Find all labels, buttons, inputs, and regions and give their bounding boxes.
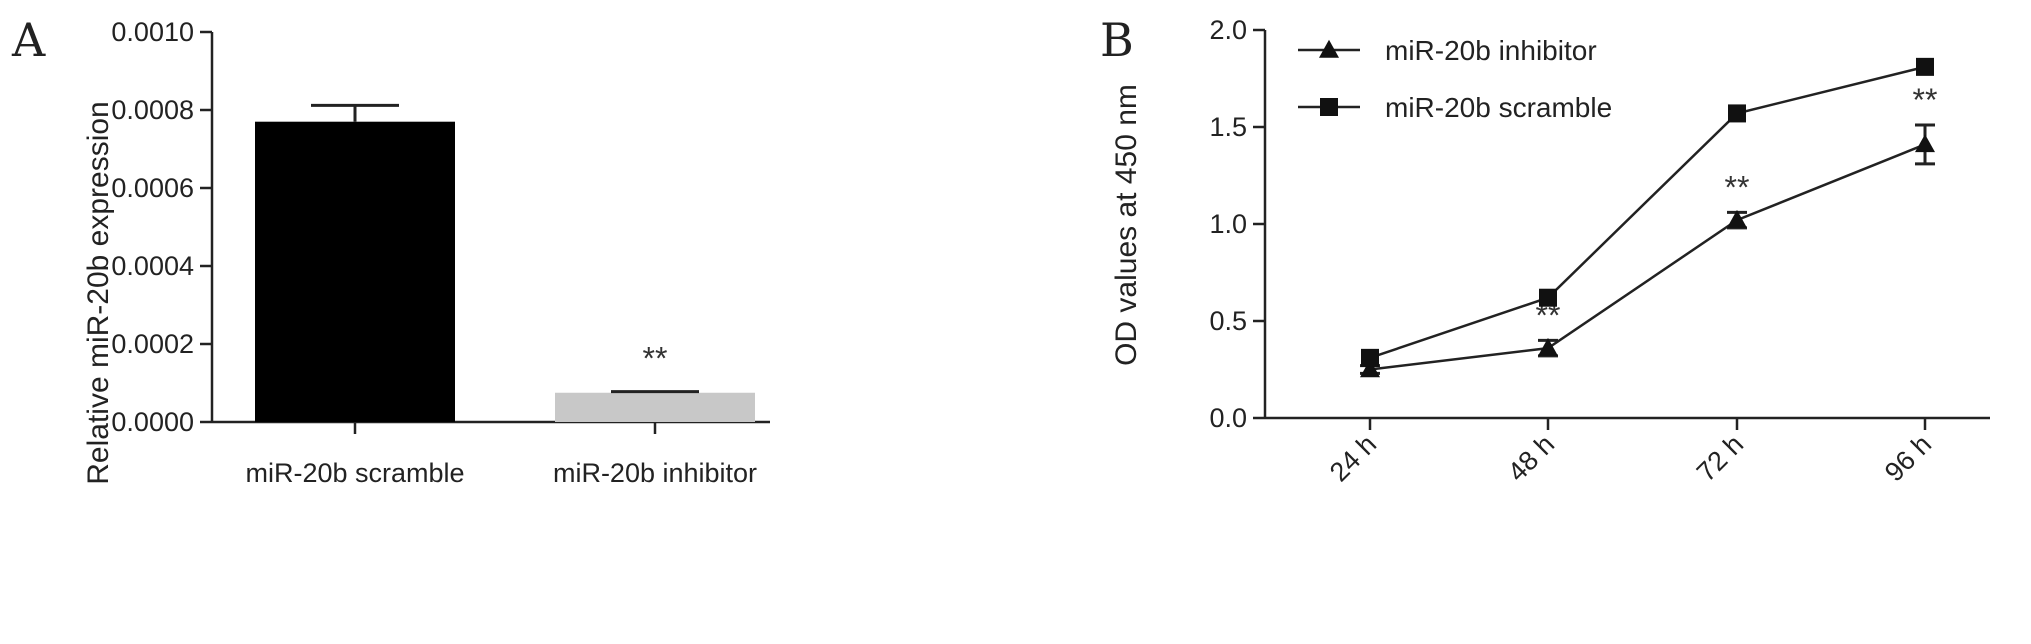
y-tick-label: 0.0008 [111, 95, 194, 125]
legend-item: miR-20b scramble [1298, 92, 1612, 123]
y-tick-label: 0.0000 [111, 407, 194, 437]
series-inhibitor: ****** [1360, 82, 1938, 378]
y-tick-label: 1.0 [1209, 209, 1247, 239]
legend: miR-20b inhibitor miR-20b scramble [1298, 35, 1612, 123]
legend-marker [1319, 39, 1339, 58]
x-tick-label: miR-20b inhibitor [553, 458, 757, 488]
x-tick-label: 72 h [1691, 429, 1749, 487]
x-tick-label: 24 h [1324, 429, 1382, 487]
series-line [1369, 143, 1926, 371]
y-tick-label: 0.0 [1209, 403, 1247, 433]
data-point [1360, 359, 1380, 378]
legend-label: miR-20b scramble [1385, 92, 1612, 123]
data-point [1539, 288, 1557, 307]
bars: ** [255, 103, 755, 422]
data-point [1727, 209, 1747, 228]
panel-a-letter: A [11, 13, 46, 67]
y-tick-label: 2.0 [1209, 15, 1247, 45]
series: ****** [1360, 57, 1938, 378]
data-point [1916, 57, 1934, 76]
series-scramble [1361, 57, 1934, 367]
bar-chart-panel-a: Relative miR-20b expression 0.0000 0.0002… [82, 17, 770, 488]
data-point [1728, 104, 1746, 123]
panel-b-letter: B [1100, 13, 1134, 67]
series-line [1369, 65, 1926, 360]
bar [555, 392, 755, 422]
significance-label: ** [643, 341, 668, 377]
legend-label: miR-20b inhibitor [1385, 35, 1597, 66]
x-tick-label: 48 h [1502, 429, 1560, 487]
y-axis-ticks: 0.0000 0.0002 0.0004 0.0006 0.0008 0.0010 [111, 17, 770, 437]
data-point [1538, 337, 1558, 356]
y-axis-title: OD values at 450 nm [1110, 84, 1143, 366]
y-tick-label: 1.5 [1209, 112, 1247, 142]
x-tick-label: 96 h [1879, 429, 1937, 487]
x-tick-label: miR-20b scramble [245, 458, 464, 488]
data-point [1915, 134, 1935, 153]
y-tick-label: 0.0006 [111, 173, 194, 203]
x-axis-labels: miR-20b scramble miR-20b inhibitor [245, 422, 757, 488]
legend-item: miR-20b inhibitor [1298, 35, 1597, 66]
data-point [1361, 348, 1379, 367]
y-tick-label: 0.0004 [111, 251, 194, 281]
y-axis-ticks: 0.0 0.5 1.0 1.5 2.0 [1209, 15, 1990, 433]
significance-label: ** [1913, 82, 1938, 118]
line-chart-panel-b: OD values at 450 nm 0.0 0.5 1.0 1.5 2.0 ** **… [1110, 15, 1990, 487]
x-axis-labels: 24 h 48 h 72 h 96 h [1324, 418, 1937, 487]
significance-label: ** [1725, 169, 1750, 205]
legend-marker [1320, 98, 1338, 116]
y-tick-label: 0.5 [1209, 306, 1247, 336]
y-axis-title: Relative miR-20b expression [82, 101, 115, 485]
bar [255, 121, 455, 422]
y-tick-label: 0.0002 [111, 329, 194, 359]
y-tick-label: 0.0010 [111, 17, 194, 47]
